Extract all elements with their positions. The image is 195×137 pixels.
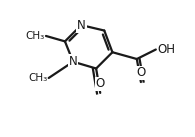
Text: N: N — [77, 19, 86, 32]
Text: CH₃: CH₃ — [25, 31, 45, 41]
Text: O: O — [96, 77, 105, 90]
Text: OH: OH — [157, 43, 175, 56]
Text: N: N — [69, 55, 77, 68]
Text: O: O — [136, 66, 145, 79]
Text: CH₃: CH₃ — [28, 73, 47, 83]
